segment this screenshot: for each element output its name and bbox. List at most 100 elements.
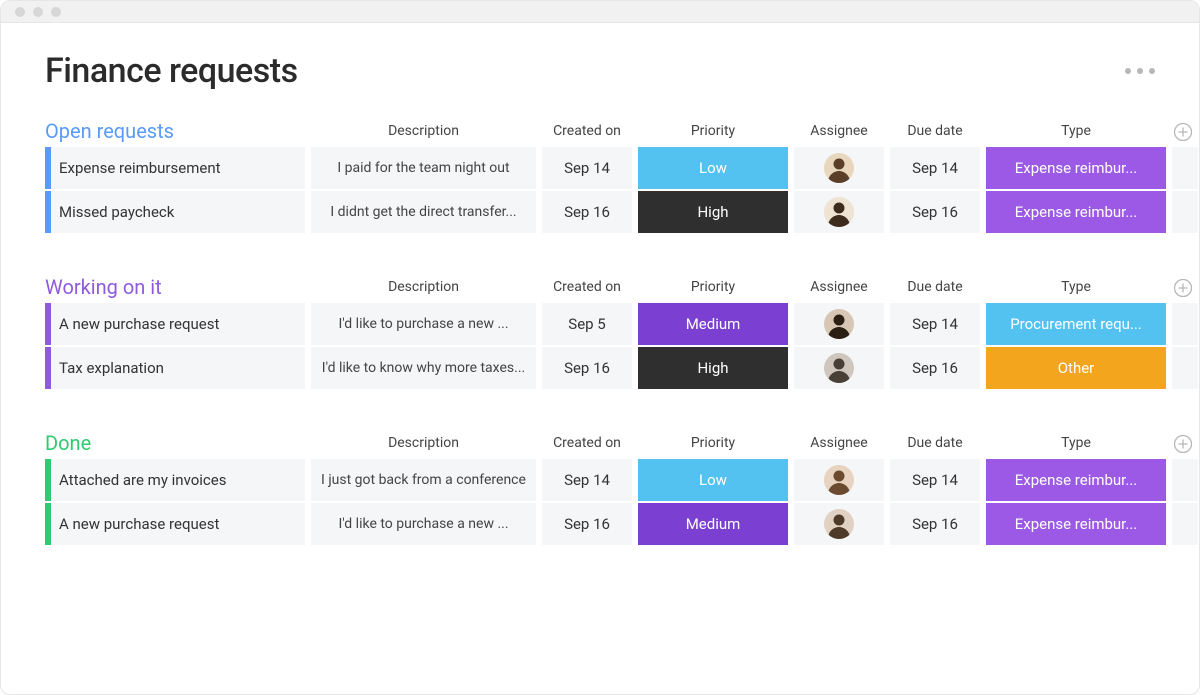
column-header-created_on[interactable]: Created on <box>542 123 632 143</box>
item-name: Attached are my invoices <box>59 471 226 489</box>
cell-assignee[interactable] <box>794 191 884 233</box>
table-row[interactable]: A new purchase request I'd like to purcha… <box>45 303 1155 345</box>
item-name: A new purchase request <box>59 515 219 533</box>
cell-type[interactable]: Expense reimbur... <box>986 503 1166 545</box>
avatar <box>824 353 854 383</box>
dots-icon <box>1149 68 1155 74</box>
window-dot <box>33 7 43 17</box>
group-color-bar <box>45 347 51 389</box>
column-header-created_on[interactable]: Created on <box>542 279 632 299</box>
cell-assignee[interactable] <box>794 147 884 189</box>
cell-due-date[interactable]: Sep 14 <box>890 459 980 501</box>
cell-name[interactable]: Missed paycheck <box>45 191 305 233</box>
item-name: A new purchase request <box>59 315 219 333</box>
cell-priority[interactable]: High <box>638 347 788 389</box>
group-color-bar <box>45 303 51 345</box>
table-row[interactable]: Tax explanation I'd like to know why more… <box>45 347 1155 389</box>
cell-type[interactable]: Expense reimbur... <box>986 191 1166 233</box>
group-title[interactable]: Open requests <box>45 119 305 143</box>
item-name: Missed paycheck <box>59 203 174 221</box>
group-color-bar <box>45 191 51 233</box>
cell-created-on[interactable]: Sep 14 <box>542 459 632 501</box>
cell-due-date[interactable]: Sep 16 <box>890 191 980 233</box>
cell-priority[interactable]: Medium <box>638 503 788 545</box>
groups-container: Open requests Description Created on Priori… <box>45 119 1155 545</box>
column-header-type[interactable]: Type <box>986 279 1166 299</box>
cell-description[interactable]: I'd like to purchase a new ... <box>311 503 536 545</box>
column-header-priority[interactable]: Priority <box>638 279 788 299</box>
add-column-button[interactable] <box>1172 121 1194 143</box>
column-header-type[interactable]: Type <box>986 435 1166 455</box>
cell-priority[interactable]: Low <box>638 459 788 501</box>
column-header-created_on[interactable]: Created on <box>542 435 632 455</box>
column-header-description[interactable]: Description <box>311 123 536 143</box>
cell-end <box>1172 191 1198 233</box>
browser-titlebar <box>1 1 1199 23</box>
column-header-description[interactable]: Description <box>311 435 536 455</box>
cell-name[interactable]: Attached are my invoices <box>45 459 305 501</box>
cell-name[interactable]: A new purchase request <box>45 503 305 545</box>
column-header-priority[interactable]: Priority <box>638 435 788 455</box>
group-color-bar <box>45 147 51 189</box>
group-header: Done Description Created on Priority Assigne… <box>45 431 1155 455</box>
column-header-assignee[interactable]: Assignee <box>794 123 884 143</box>
cell-description[interactable]: I paid for the team night out <box>311 147 536 189</box>
avatar <box>824 197 854 227</box>
cell-description[interactable]: I'd like to purchase a new ... <box>311 303 536 345</box>
window-dot <box>15 7 25 17</box>
cell-due-date[interactable]: Sep 16 <box>890 347 980 389</box>
cell-created-on[interactable]: Sep 16 <box>542 347 632 389</box>
cell-type[interactable]: Other <box>986 347 1166 389</box>
cell-due-date[interactable]: Sep 16 <box>890 503 980 545</box>
cell-assignee[interactable] <box>794 303 884 345</box>
cell-created-on[interactable]: Sep 16 <box>542 503 632 545</box>
avatar <box>824 509 854 539</box>
column-header-type[interactable]: Type <box>986 123 1166 143</box>
cell-type[interactable]: Expense reimbur... <box>986 147 1166 189</box>
column-header-due_date[interactable]: Due date <box>890 435 980 455</box>
column-header-assignee[interactable]: Assignee <box>794 435 884 455</box>
add-column-button[interactable] <box>1172 433 1194 455</box>
table-row[interactable]: A new purchase request I'd like to purcha… <box>45 503 1155 545</box>
board-content: Finance requests Open requests Descriptio… <box>1 23 1199 545</box>
cell-created-on[interactable]: Sep 16 <box>542 191 632 233</box>
cell-assignee[interactable] <box>794 503 884 545</box>
column-header-assignee[interactable]: Assignee <box>794 279 884 299</box>
cell-description[interactable]: I didnt get the direct transfer... <box>311 191 536 233</box>
cell-due-date[interactable]: Sep 14 <box>890 303 980 345</box>
cell-assignee[interactable] <box>794 347 884 389</box>
group: Open requests Description Created on Priori… <box>45 119 1155 233</box>
cell-priority[interactable]: Low <box>638 147 788 189</box>
table-row[interactable]: Attached are my invoices I just got back … <box>45 459 1155 501</box>
group-title[interactable]: Done <box>45 431 305 455</box>
item-name: Tax explanation <box>59 359 164 377</box>
column-header-priority[interactable]: Priority <box>638 123 788 143</box>
cell-end <box>1172 147 1198 189</box>
dots-icon <box>1137 68 1143 74</box>
cell-name[interactable]: A new purchase request <box>45 303 305 345</box>
add-column-button[interactable] <box>1172 277 1194 299</box>
cell-priority[interactable]: Medium <box>638 303 788 345</box>
board-header: Finance requests <box>45 51 1155 91</box>
more-menu-button[interactable] <box>1125 68 1155 74</box>
group: Done Description Created on Priority Assigne… <box>45 431 1155 545</box>
column-header-due_date[interactable]: Due date <box>890 123 980 143</box>
table-row[interactable]: Expense reimbursement I paid for the team… <box>45 147 1155 189</box>
table-row[interactable]: Missed paycheck I didnt get the direct tr… <box>45 191 1155 233</box>
cell-type[interactable]: Procurement requ... <box>986 303 1166 345</box>
cell-description[interactable]: I just got back from a conference <box>311 459 536 501</box>
cell-created-on[interactable]: Sep 14 <box>542 147 632 189</box>
item-name: Expense reimbursement <box>59 159 221 177</box>
group-title[interactable]: Working on it <box>45 275 305 299</box>
column-header-description[interactable]: Description <box>311 279 536 299</box>
cell-due-date[interactable]: Sep 14 <box>890 147 980 189</box>
window-dot <box>51 7 61 17</box>
cell-priority[interactable]: High <box>638 191 788 233</box>
cell-assignee[interactable] <box>794 459 884 501</box>
cell-created-on[interactable]: Sep 5 <box>542 303 632 345</box>
cell-name[interactable]: Tax explanation <box>45 347 305 389</box>
cell-type[interactable]: Expense reimbur... <box>986 459 1166 501</box>
cell-name[interactable]: Expense reimbursement <box>45 147 305 189</box>
column-header-due_date[interactable]: Due date <box>890 279 980 299</box>
cell-description[interactable]: I'd like to know why more taxes... <box>311 347 536 389</box>
